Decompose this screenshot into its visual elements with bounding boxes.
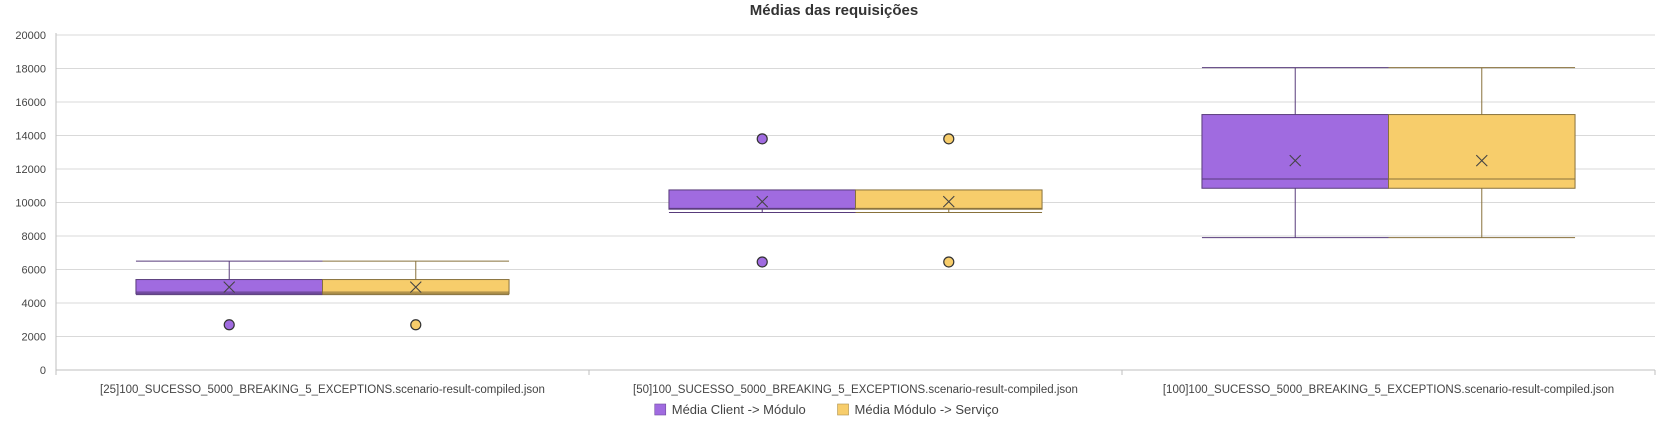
box-plot-group — [1388, 67, 1576, 239]
legend-swatch — [654, 403, 667, 416]
mean-marker — [1475, 154, 1488, 167]
box-iqr — [668, 189, 857, 210]
box-iqr — [1388, 114, 1576, 189]
mean-marker — [942, 195, 955, 208]
outlier-point — [943, 256, 955, 268]
legend: Média Client -> Módulo Média Módulo -> Se… — [654, 402, 999, 417]
box-plot-group — [1201, 67, 1389, 239]
box-plot-group — [668, 133, 857, 268]
legend-label: Média Client -> Módulo — [672, 402, 806, 417]
legend-label: Média Módulo -> Serviço — [855, 402, 999, 417]
chart-title: Médias das requisições — [750, 2, 918, 19]
y-tick-label: 16000 — [15, 97, 46, 109]
mean-marker — [756, 195, 769, 208]
mean-marker — [1289, 154, 1302, 167]
outlier-point — [410, 319, 422, 331]
y-tick-label: 4000 — [22, 298, 46, 310]
box-iqr — [855, 189, 1043, 210]
outlier-point — [756, 133, 768, 145]
x-category-label: [25]100_SUCESSO_5000_BREAKING_5_EXCEPTIO… — [100, 384, 545, 396]
mean-marker — [223, 281, 236, 293]
legend-swatch — [837, 403, 849, 416]
y-tick-label: 10000 — [15, 198, 46, 210]
y-tick-label: 12000 — [15, 164, 46, 176]
axes: 0 2000 4000 6000 8000 10000 12000 14000 16000 180… — [15, 30, 1656, 396]
y-tick-label: 0 — [40, 365, 46, 377]
y-tick-label: 8000 — [22, 231, 46, 243]
box-plot-group — [135, 260, 323, 331]
y-tick-label: 6000 — [22, 265, 46, 277]
box-series — [135, 67, 1576, 331]
x-category-label: [50]100_SUCESSO_5000_BREAKING_5_EXCEPTIO… — [633, 384, 1078, 396]
box-iqr — [1201, 114, 1389, 189]
y-tick-label: 14000 — [15, 131, 46, 143]
box-plot-group — [322, 260, 510, 331]
y-tick-label: 2000 — [22, 332, 46, 344]
outlier-point — [943, 133, 955, 145]
y-tick-label: 18000 — [15, 64, 46, 76]
x-category-label: [100]100_SUCESSO_5000_BREAKING_5_EXCEPTI… — [1163, 384, 1614, 396]
outlier-point — [756, 256, 768, 268]
mean-marker — [409, 281, 422, 293]
y-tick-label: 20000 — [15, 30, 46, 42]
outlier-point — [223, 319, 235, 331]
box-plot-group — [855, 133, 1043, 268]
